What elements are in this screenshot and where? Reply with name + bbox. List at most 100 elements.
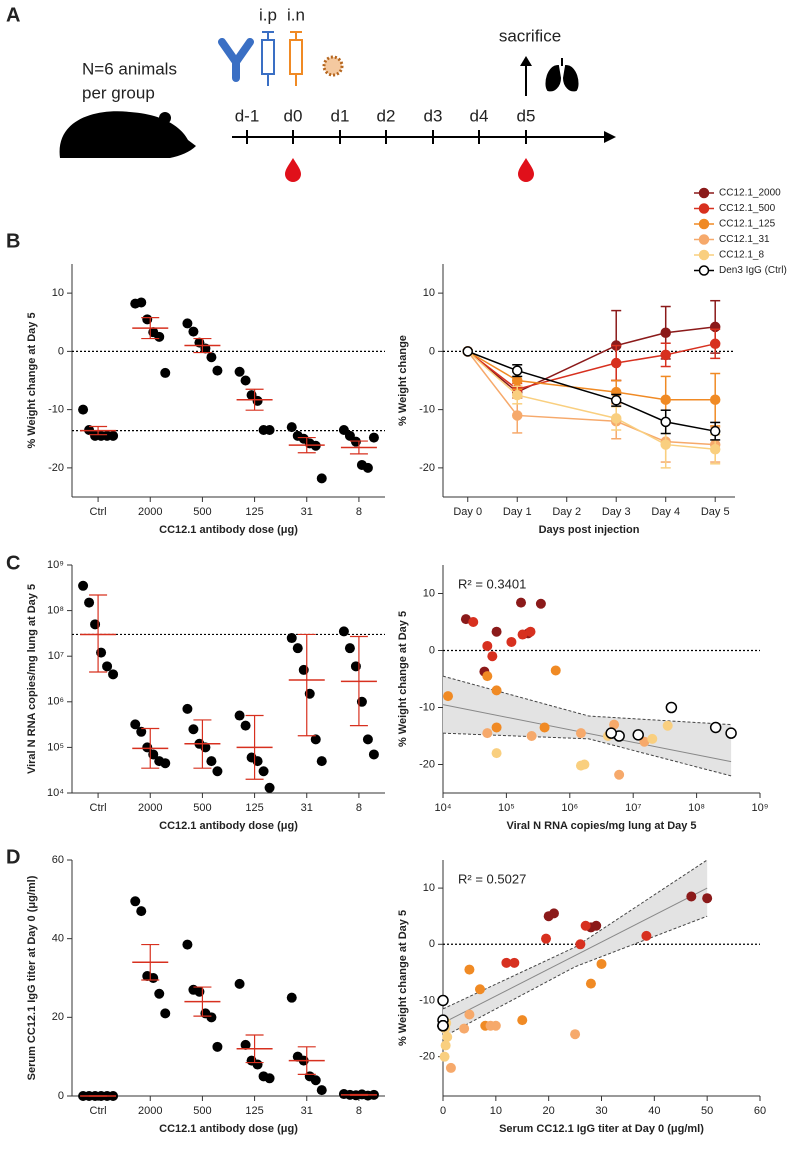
data-point (108, 669, 119, 680)
x-tick-label: 31 (301, 802, 313, 814)
x-tick-label: 500 (193, 506, 211, 518)
data-point (136, 297, 147, 308)
lungs-icon (545, 58, 579, 92)
confidence-band (443, 860, 708, 1037)
y-axis-label: Viral N RNA copies/mg lung at Day 5 (26, 584, 38, 774)
hamster-icon (59, 111, 196, 158)
data-point (136, 906, 147, 917)
y-axis-label: % Weight change at Day 5 (397, 910, 409, 1046)
data-point (443, 691, 454, 702)
marker (610, 357, 622, 369)
x-tick-label: 8 (356, 1105, 362, 1117)
marker (462, 346, 473, 357)
data-point (686, 891, 697, 902)
data-point (130, 719, 141, 730)
data-point (240, 720, 251, 731)
panel-label: A (6, 4, 20, 26)
data-point (535, 598, 546, 609)
x-tick-label: Day 2 (552, 506, 581, 518)
antibody-icon (218, 38, 254, 82)
y-axis-label: % Weight change (397, 335, 409, 426)
data-point (641, 930, 652, 941)
marker (511, 365, 523, 376)
data-point (725, 727, 737, 739)
panel-label: C (6, 552, 20, 574)
data-point (526, 731, 537, 741)
data-point (206, 352, 217, 363)
data-point (240, 375, 251, 386)
data-point (310, 1075, 321, 1086)
x-tick-label: Ctrl (90, 1105, 107, 1117)
data-point (517, 629, 528, 640)
legend-marker (698, 265, 710, 276)
data-point (709, 721, 722, 734)
data-point (468, 617, 479, 627)
data-point (482, 671, 493, 682)
panel-labels: A B C D (6, 4, 20, 868)
data-point (292, 643, 303, 654)
data-point (160, 758, 171, 769)
x-axis-label: Days post injection (539, 524, 640, 536)
marker (660, 327, 671, 338)
data-point (160, 1008, 171, 1019)
day-label: d2 (377, 106, 396, 125)
data-point (632, 729, 644, 741)
blood-drop (285, 158, 301, 182)
data-point (182, 703, 193, 714)
data-point (702, 893, 713, 904)
x-tick-label: 10⁴ (435, 802, 452, 814)
x-tick-label: 0 (440, 1105, 446, 1117)
data-point (501, 957, 512, 968)
x-axis-label: Viral N RNA copies/mg lung at Day 5 (506, 820, 696, 832)
x-tick-label: Ctrl (90, 802, 107, 814)
syringe-ip (261, 31, 275, 86)
y-tick-label: -10 (419, 701, 435, 713)
x-tick-label: 10⁹ (752, 802, 769, 814)
x-tick-label: 10 (490, 1105, 502, 1117)
data-point (437, 994, 449, 1007)
syringe-in (289, 31, 303, 86)
data-point (160, 367, 171, 378)
marker (660, 416, 671, 428)
x-tick-label: Day 1 (503, 506, 532, 518)
data-point (316, 1085, 327, 1096)
schematic: N=6 animals per group i.p i.n sacrifice … (59, 5, 616, 182)
data-point (258, 766, 269, 777)
data-point (506, 636, 517, 647)
timeline-ticks (246, 130, 527, 144)
y-tick-label: -20 (419, 462, 435, 474)
y-tick-label: 10 (423, 287, 435, 299)
x-tick-label: 125 (245, 802, 263, 814)
data-point (464, 1009, 475, 1020)
y-axis-label: % Weight change at Day 5 (397, 611, 409, 747)
data-point (482, 640, 493, 651)
data-point (188, 326, 199, 337)
marker (660, 394, 671, 405)
data-point (516, 597, 527, 608)
virus-icon (322, 55, 344, 77)
marker (709, 425, 721, 437)
data-point (212, 766, 223, 777)
endpoint-arrowhead (520, 56, 532, 66)
data-point (182, 318, 193, 329)
y-tick-label: 10⁶ (47, 696, 64, 708)
annotation: R² = 0.3401 (458, 576, 526, 591)
data-point (154, 988, 165, 999)
x-axis-label: CC12.1 antibody dose (μg) (159, 1123, 298, 1135)
x-tick-label: 2000 (138, 802, 162, 814)
confidence-bound (442, 915, 708, 1038)
data-point (665, 701, 678, 714)
data-point (286, 992, 297, 1003)
y-tick-label: -10 (48, 404, 64, 416)
data-point (182, 939, 193, 950)
x-tick-label: 50 (701, 1105, 713, 1117)
y-tick-label: 0 (58, 345, 64, 357)
data-point (579, 759, 590, 770)
x-tick-label: 60 (754, 1105, 766, 1117)
data-point (442, 1032, 453, 1042)
x-tick-label: 10⁷ (625, 802, 641, 814)
y-tick-label: -20 (48, 462, 64, 474)
confidence-bound (442, 675, 732, 726)
y-tick-label: 0 (429, 644, 435, 656)
data-point (580, 920, 591, 931)
